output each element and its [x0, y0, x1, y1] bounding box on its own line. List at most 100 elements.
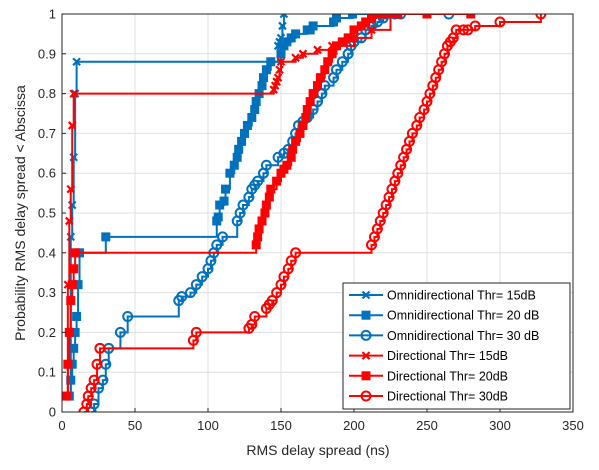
data-point	[266, 57, 276, 67]
data-point	[251, 97, 261, 107]
data-point	[313, 81, 322, 91]
data-point	[371, 14, 381, 19]
data-point	[348, 14, 358, 19]
legend-box	[342, 282, 571, 410]
data-point	[285, 255, 297, 267]
y-tick-label: 0.1	[38, 365, 56, 380]
data-point	[221, 184, 231, 194]
data-point	[535, 14, 547, 20]
data-point	[69, 343, 79, 353]
data-point	[101, 232, 111, 242]
legend-item: Directional Thr= 20dB	[349, 369, 508, 383]
data-point	[327, 49, 337, 59]
data-point	[279, 14, 289, 19]
data-point	[66, 184, 76, 194]
data-point	[66, 375, 76, 385]
data-point	[250, 105, 260, 115]
data-point	[62, 391, 71, 401]
data-point	[70, 248, 80, 258]
data-point	[122, 310, 134, 322]
data-point	[308, 89, 318, 99]
data-point	[88, 374, 100, 386]
data-point	[258, 73, 268, 83]
data-point	[308, 21, 318, 31]
legend-label: Omnidirectional Thr= 15dB	[387, 289, 536, 303]
legend-marker	[360, 329, 372, 341]
legend-item: Omnidirectional Thr= 15dB	[349, 289, 536, 303]
data-point	[458, 24, 469, 36]
data-point	[261, 65, 271, 75]
data-point	[176, 291, 188, 303]
data-point	[386, 14, 395, 19]
legend-item: Omnidirectional Thr= 20 dB	[349, 309, 539, 323]
x-tick-label: 50	[128, 418, 142, 433]
data-point	[251, 240, 261, 250]
legend-item: Directional Thr= 15dB	[349, 349, 508, 363]
data-point	[290, 247, 302, 259]
data-point	[320, 65, 330, 75]
data-point	[219, 196, 229, 206]
data-point	[266, 295, 278, 307]
data-point	[288, 144, 298, 154]
data-point	[211, 239, 223, 251]
data-point	[242, 120, 252, 130]
legend-marker	[361, 310, 371, 320]
x-tick-label: 0	[58, 418, 65, 433]
data-point	[184, 287, 196, 299]
data-point	[264, 192, 274, 202]
data-point	[271, 287, 283, 299]
data-point	[298, 120, 308, 130]
data-point	[266, 184, 276, 194]
data-point	[315, 73, 325, 83]
data-point	[393, 14, 403, 19]
data-point	[237, 136, 247, 146]
legend-marker	[361, 371, 371, 381]
data-point	[67, 280, 77, 290]
data-point	[305, 97, 315, 107]
data-point	[406, 127, 418, 139]
legend-label: Directional Thr= 20dB	[387, 369, 508, 383]
data-point	[450, 24, 462, 36]
y-tick-label: 0.3	[38, 285, 56, 300]
data-point	[196, 271, 208, 283]
data-point	[69, 264, 79, 274]
data-point	[91, 358, 103, 370]
data-point	[261, 200, 271, 210]
y-tick-label: 1	[49, 7, 56, 22]
data-point	[291, 29, 301, 39]
data-point	[66, 296, 76, 306]
data-point	[240, 128, 249, 138]
data-point	[278, 271, 290, 283]
data-point	[249, 310, 261, 322]
data-point	[443, 14, 455, 20]
data-point	[276, 49, 286, 59]
data-point	[64, 327, 74, 337]
legend-label: Directional Thr= 15dB	[387, 349, 508, 363]
data-point	[94, 342, 106, 354]
data-point	[273, 73, 283, 82]
y-tick-label: 0.8	[38, 86, 56, 101]
series-6	[78, 14, 547, 412]
data-point	[367, 25, 376, 35]
y-tick-label: 0.5	[38, 206, 56, 221]
y-axis-label: Probability RMS delay spread < Abscissa	[12, 85, 28, 341]
legend-marker	[361, 351, 371, 360]
y-tick-label: 0	[49, 405, 56, 420]
data-point	[286, 152, 296, 162]
data-point	[275, 65, 284, 74]
data-point	[276, 57, 286, 67]
data-point	[72, 57, 81, 67]
data-point	[247, 112, 257, 122]
data-point	[190, 326, 202, 338]
data-point	[272, 176, 282, 186]
legend-item: Omnidirectional Thr= 30 dB	[349, 329, 539, 343]
legend-label: Omnidirectional Thr= 30 dB	[387, 329, 539, 343]
data-point	[298, 49, 308, 59]
data-point	[190, 279, 202, 291]
data-point	[313, 45, 322, 55]
data-point	[469, 20, 481, 32]
x-tick-label: 350	[562, 418, 584, 433]
data-point	[72, 311, 82, 321]
series-line	[83, 14, 542, 412]
